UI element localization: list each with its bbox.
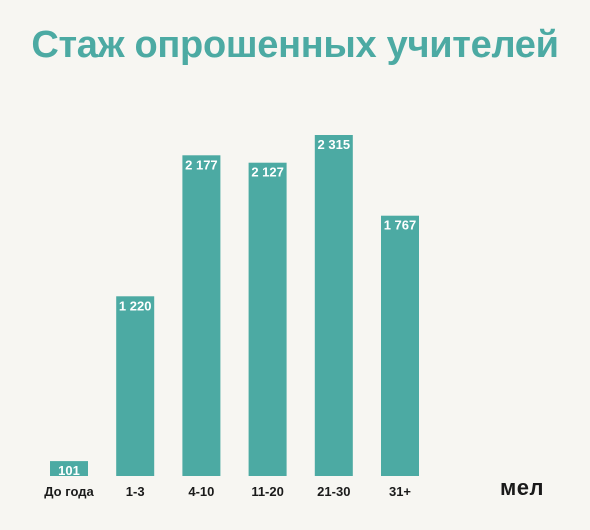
value-label-1: 101 [58, 463, 80, 478]
value-label-5: 2 315 [318, 137, 351, 152]
category-label-5: 21-30 [317, 484, 350, 499]
bar-6 [381, 215, 419, 476]
chart-title: Стаж опрошенных учителей [31, 24, 559, 66]
value-label-4: 2 127 [251, 165, 284, 180]
category-labels-group: До года 1-3 4-10 11-20 21-30 31+ [44, 484, 411, 499]
bar-5 [314, 135, 353, 476]
bar-2 [116, 296, 155, 476]
brand-logo: мел [500, 475, 544, 500]
value-label-2: 1 220 [119, 298, 152, 313]
bars-group [50, 135, 419, 477]
bar-1 [50, 461, 88, 476]
category-label-1: До года [44, 484, 94, 499]
value-label-3: 2 177 [185, 157, 218, 172]
category-label-6: 31+ [389, 484, 411, 499]
value-labels-group: 101 1 220 2 177 2 127 2 315 1 767 [58, 137, 416, 478]
bar-3 [182, 155, 221, 477]
category-label-4: 11-20 [251, 484, 284, 499]
category-label-2: 1-3 [126, 484, 145, 499]
bar-4 [248, 162, 287, 476]
value-label-6: 1 767 [384, 218, 417, 233]
category-label-3: 4-10 [188, 484, 214, 499]
